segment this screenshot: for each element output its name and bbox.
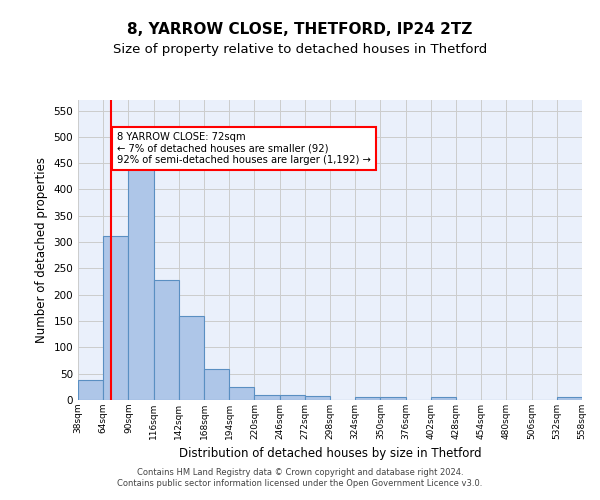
Y-axis label: Number of detached properties: Number of detached properties [35,157,48,343]
Bar [380,397,406,400]
Bar [557,398,582,400]
Bar [229,387,254,400]
Text: 8, YARROW CLOSE, THETFORD, IP24 2TZ: 8, YARROW CLOSE, THETFORD, IP24 2TZ [127,22,473,38]
Bar [355,398,380,400]
Bar [179,316,204,400]
Bar [431,397,456,400]
Text: 8 YARROW CLOSE: 72sqm
← 7% of detached houses are smaller (92)
92% of semi-detac: 8 YARROW CLOSE: 72sqm ← 7% of detached h… [117,132,371,165]
Text: Size of property relative to detached houses in Thetford: Size of property relative to detached ho… [113,42,487,56]
Bar [305,396,330,400]
X-axis label: Distribution of detached houses by size in Thetford: Distribution of detached houses by size … [179,448,481,460]
Bar [128,160,154,400]
Text: Contains HM Land Registry data © Crown copyright and database right 2024.
Contai: Contains HM Land Registry data © Crown c… [118,468,482,487]
Bar [154,280,179,400]
Bar [254,394,280,400]
Bar [78,380,103,400]
Bar [280,396,305,400]
Bar [103,236,128,400]
Bar [204,370,229,400]
